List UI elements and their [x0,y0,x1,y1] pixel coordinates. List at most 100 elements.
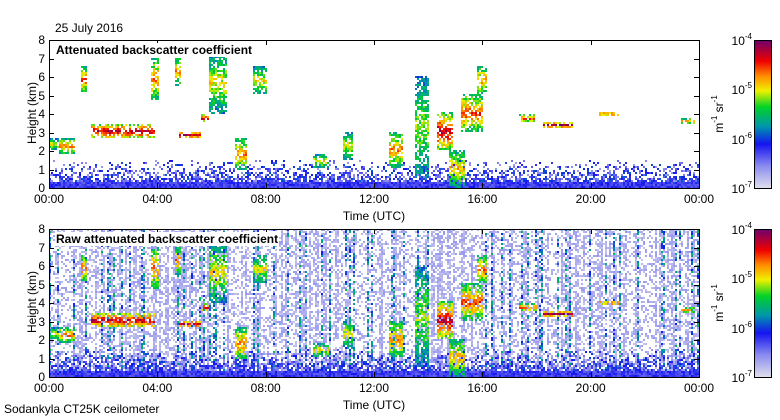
plot-frame [49,40,700,189]
colorbar-frame [754,229,772,378]
y-tick-label: 8 [38,222,45,236]
y-tick-mark [49,188,54,189]
y-tick-mark [49,58,54,60]
tick-exponent: -4 [744,32,752,41]
x-tick-label: 08:00 [250,381,281,395]
y-tick-label: 5 [38,277,45,292]
y-tick-mark [694,151,699,152]
y-tick-label: 8 [38,33,45,47]
colorbar [754,229,771,377]
colorbar-tick-label: 10-4 [722,32,752,48]
x-tick-label: 04:00 [142,381,173,395]
tick-base: 10 [731,182,745,196]
unit-part: m [712,311,726,322]
tick-base: 10 [731,321,745,336]
colorbar-tick-label: 10-7 [722,180,752,196]
y-tick-label: 6 [38,259,45,273]
x-tick-mark [699,229,700,234]
x-tick-label: 08:00 [250,192,281,206]
y-tick-label: 3 [38,314,45,329]
colorbar-tick-label: 10-4 [722,221,752,237]
y-tick-mark [49,321,54,323]
tick-exponent: -6 [744,319,752,329]
x-tick-label: 12:00 [358,192,390,206]
x-tick-mark [49,40,50,45]
y-tick-mark [694,284,699,286]
tick-base: 10 [731,34,745,48]
tick-exponent: -5 [744,81,752,91]
x-tick-label: 16:00 [467,381,498,395]
y-tick-mark [694,358,699,360]
tick-base: 10 [731,371,745,385]
y-tick-mark [49,340,54,341]
x-tick-mark [482,229,484,234]
y-tick-mark [49,229,54,230]
y-tick-mark [49,247,54,249]
y-tick-mark [49,114,54,115]
y-tick-label: 3 [38,125,45,140]
x-tick-label: 12:00 [358,381,390,395]
x-tick-mark [590,229,592,234]
unit-part: sr [712,102,726,116]
instrument-label: Sodankyla CT25K ceilometer [4,402,160,416]
x-tick-mark [590,40,592,45]
y-tick-mark [694,340,699,341]
y-tick-mark [694,188,699,189]
tick-base: 10 [731,223,745,237]
x-tick-label: 00:00 [33,192,65,206]
x-axis-label: Time (UTC) [342,398,406,412]
x-tick-label: 20:00 [575,192,606,206]
y-tick-label: 5 [38,88,45,103]
unit-part: -1 [710,115,719,123]
y-tick-mark [49,132,54,134]
x-tick-mark [374,229,375,234]
x-tick-mark [157,372,159,377]
tick-exponent: -7 [744,369,752,378]
x-tick-mark [699,183,700,188]
unit-part: -1 [710,284,719,292]
y-tick-mark [694,169,699,171]
x-tick-mark [157,40,159,45]
y-tick-mark [694,114,699,115]
y-tick-mark [694,303,699,304]
date-label: 25 July 2016 [55,21,124,35]
y-tick-label: 7 [38,51,45,66]
x-tick-mark [590,183,592,188]
y-axis-label: Height (km) [25,82,39,145]
y-tick-mark [694,229,699,230]
y-tick-mark [49,40,54,41]
panel-title: Attenuated backscatter coefficient [55,43,254,57]
x-tick-mark [49,183,50,188]
y-axis-label: Height (km) [25,271,39,334]
y-tick-mark [694,321,699,323]
colorbar-tick-label: 10-5 [722,81,752,97]
x-tick-label: 00:00 [33,381,65,395]
y-tick-label: 1 [38,162,45,177]
x-tick-label: 00:00 [683,192,715,206]
x-tick-mark [157,229,159,234]
tick-base: 10 [731,132,745,147]
x-tick-mark [157,183,159,188]
colorbar-tick-label: 10-6 [722,320,752,336]
x-tick-mark [374,40,375,45]
tick-exponent: -5 [744,270,752,280]
y-tick-label: 0 [38,370,45,384]
x-tick-label: 04:00 [142,192,173,206]
unit-part: -1 [710,304,719,312]
x-tick-mark [49,372,50,377]
x-tick-mark [482,40,484,45]
x-tick-mark [49,229,50,234]
y-tick-mark [49,358,54,360]
y-tick-label: 2 [38,333,45,347]
y-tick-mark [694,58,699,60]
colorbar-tick-label: 10-7 [722,369,752,385]
y-tick-mark [49,77,54,78]
x-tick-mark [374,183,375,188]
y-tick-label: 2 [38,144,45,158]
y-tick-label: 1 [38,351,45,366]
y-tick-mark [694,247,699,249]
y-tick-mark [49,151,54,152]
colorbar-frame [754,40,772,189]
tick-exponent: -4 [744,221,752,230]
backscatter-heatmap [49,229,699,377]
